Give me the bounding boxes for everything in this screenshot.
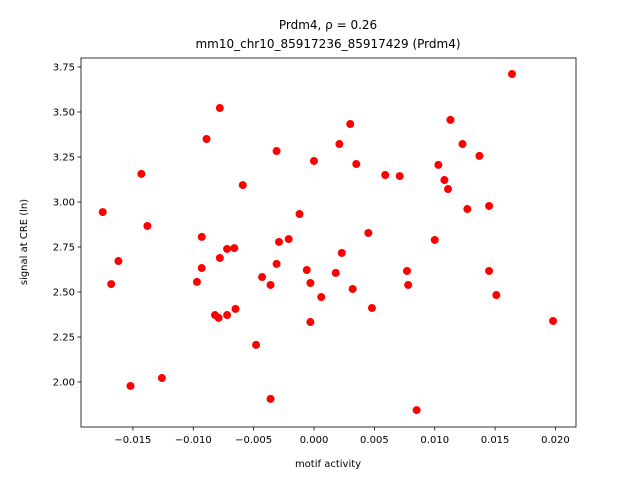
y-tick-label: 2.25 — [53, 333, 75, 344]
point — [306, 279, 315, 287]
point — [381, 171, 390, 179]
y-axis-label: signal at CRE (ln) — [19, 199, 30, 285]
point — [295, 210, 304, 219]
point — [463, 205, 472, 214]
point — [98, 208, 107, 217]
y-tick-label: 2.75 — [53, 243, 75, 254]
point — [310, 156, 319, 165]
point — [412, 406, 421, 415]
y-tick-label: 3.25 — [53, 153, 75, 164]
point — [395, 172, 404, 181]
point — [317, 293, 326, 302]
y-tick-label: 3.00 — [53, 198, 75, 209]
point — [272, 147, 281, 156]
point — [485, 266, 494, 275]
point — [331, 268, 340, 277]
point — [444, 185, 453, 194]
x-tick-label: 0.000 — [300, 435, 329, 446]
point — [252, 340, 261, 349]
x-tick-label: 0.010 — [420, 435, 449, 446]
point — [430, 235, 439, 244]
point — [137, 169, 146, 178]
point — [306, 318, 315, 327]
point — [197, 264, 206, 273]
point — [367, 304, 376, 313]
point — [275, 237, 283, 246]
point — [197, 232, 206, 241]
point — [434, 160, 443, 169]
point — [364, 228, 373, 237]
point — [231, 304, 240, 313]
point — [348, 284, 357, 293]
y-tick-label: 3.50 — [53, 108, 75, 119]
point — [440, 176, 449, 185]
y-tick-label: 3.75 — [53, 63, 75, 74]
x-tick-label: 0.005 — [360, 435, 389, 446]
point — [302, 266, 311, 275]
x-tick-label: 0.015 — [481, 435, 510, 446]
point — [402, 266, 411, 275]
point — [335, 140, 344, 149]
point — [223, 311, 232, 320]
point — [458, 140, 467, 149]
x-tick-label: −0.010 — [175, 435, 212, 446]
point — [215, 253, 224, 262]
point — [143, 221, 152, 230]
point — [446, 115, 455, 124]
point — [126, 381, 135, 390]
point — [238, 181, 247, 190]
x-axis-label: motif activity — [295, 459, 361, 470]
y-tick-label: 2.00 — [53, 378, 75, 389]
point — [258, 273, 267, 282]
point — [230, 244, 239, 253]
point — [475, 151, 484, 160]
point — [192, 277, 201, 286]
point — [223, 244, 232, 253]
point — [266, 394, 275, 403]
point — [114, 257, 123, 266]
point — [157, 374, 166, 383]
point — [549, 316, 558, 325]
plot-frame — [80, 57, 577, 428]
point — [214, 313, 223, 322]
x-tick-label: 0.020 — [541, 435, 570, 446]
point — [404, 280, 413, 289]
x-tick-label: −0.005 — [235, 435, 272, 446]
chart-subtitle: mm10_chr10_85917236_85917429 (Prdm4) — [195, 37, 460, 51]
point — [202, 135, 211, 143]
point — [284, 235, 293, 244]
chart-title: Prdm4, ρ = 0.26 — [279, 18, 377, 32]
point — [272, 259, 281, 268]
point — [508, 70, 517, 79]
point — [352, 160, 361, 169]
point — [215, 104, 224, 113]
point — [337, 248, 346, 257]
point — [492, 291, 501, 300]
y-tick-label: 2.50 — [53, 288, 75, 299]
point — [485, 201, 494, 210]
point — [266, 280, 275, 289]
x-tick-label: −0.015 — [114, 435, 151, 446]
point — [346, 120, 355, 129]
point — [107, 280, 116, 289]
